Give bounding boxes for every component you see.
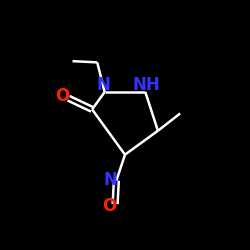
Text: O: O [55, 87, 70, 105]
Text: N: N [104, 171, 118, 189]
Text: N: N [96, 76, 110, 94]
Text: O: O [102, 197, 117, 215]
Text: NH: NH [133, 76, 160, 94]
